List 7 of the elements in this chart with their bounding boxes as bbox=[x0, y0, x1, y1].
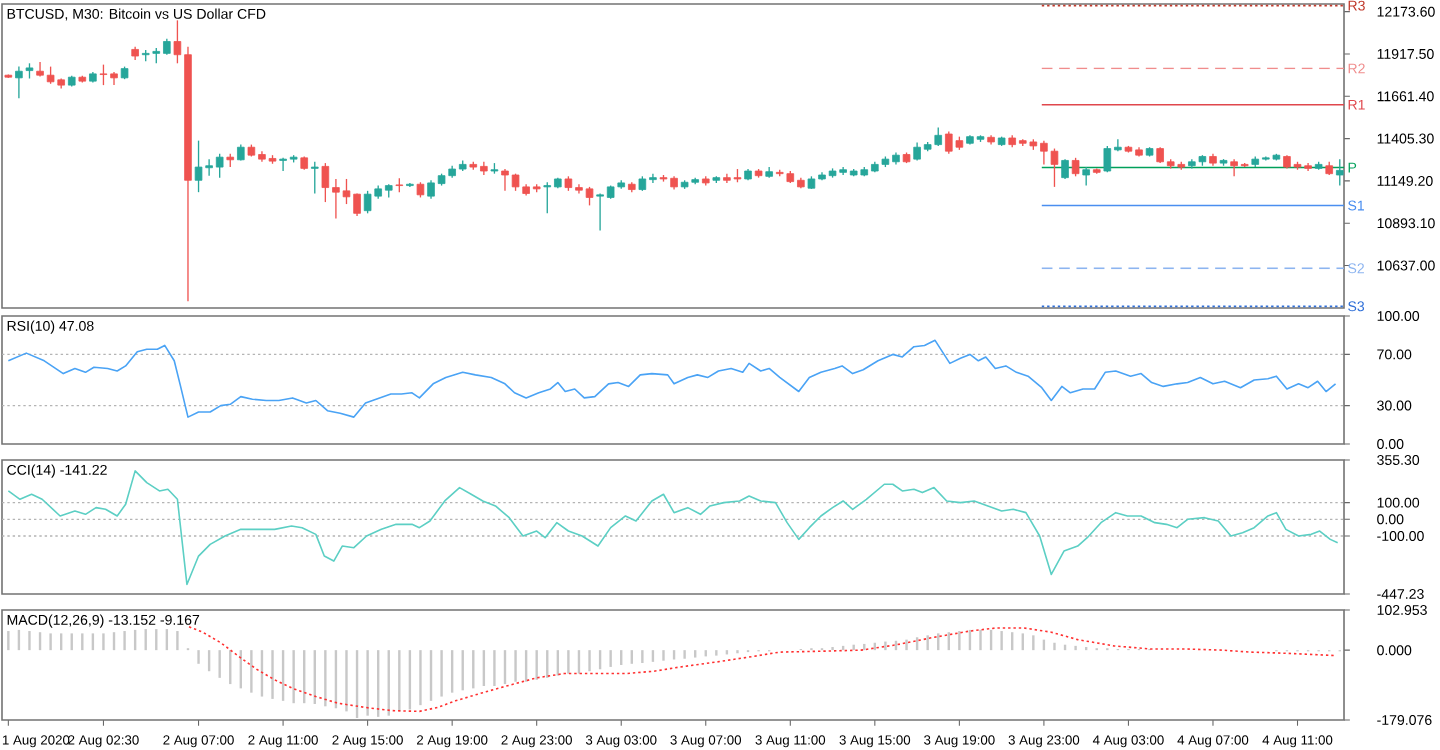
candlestick bbox=[311, 161, 319, 195]
candlestick bbox=[1061, 158, 1069, 180]
line-series bbox=[7, 339, 1337, 418]
candlestick bbox=[1082, 166, 1090, 187]
candlestick bbox=[1336, 158, 1344, 187]
candlestick bbox=[1071, 157, 1080, 177]
candlestick bbox=[15, 65, 23, 99]
